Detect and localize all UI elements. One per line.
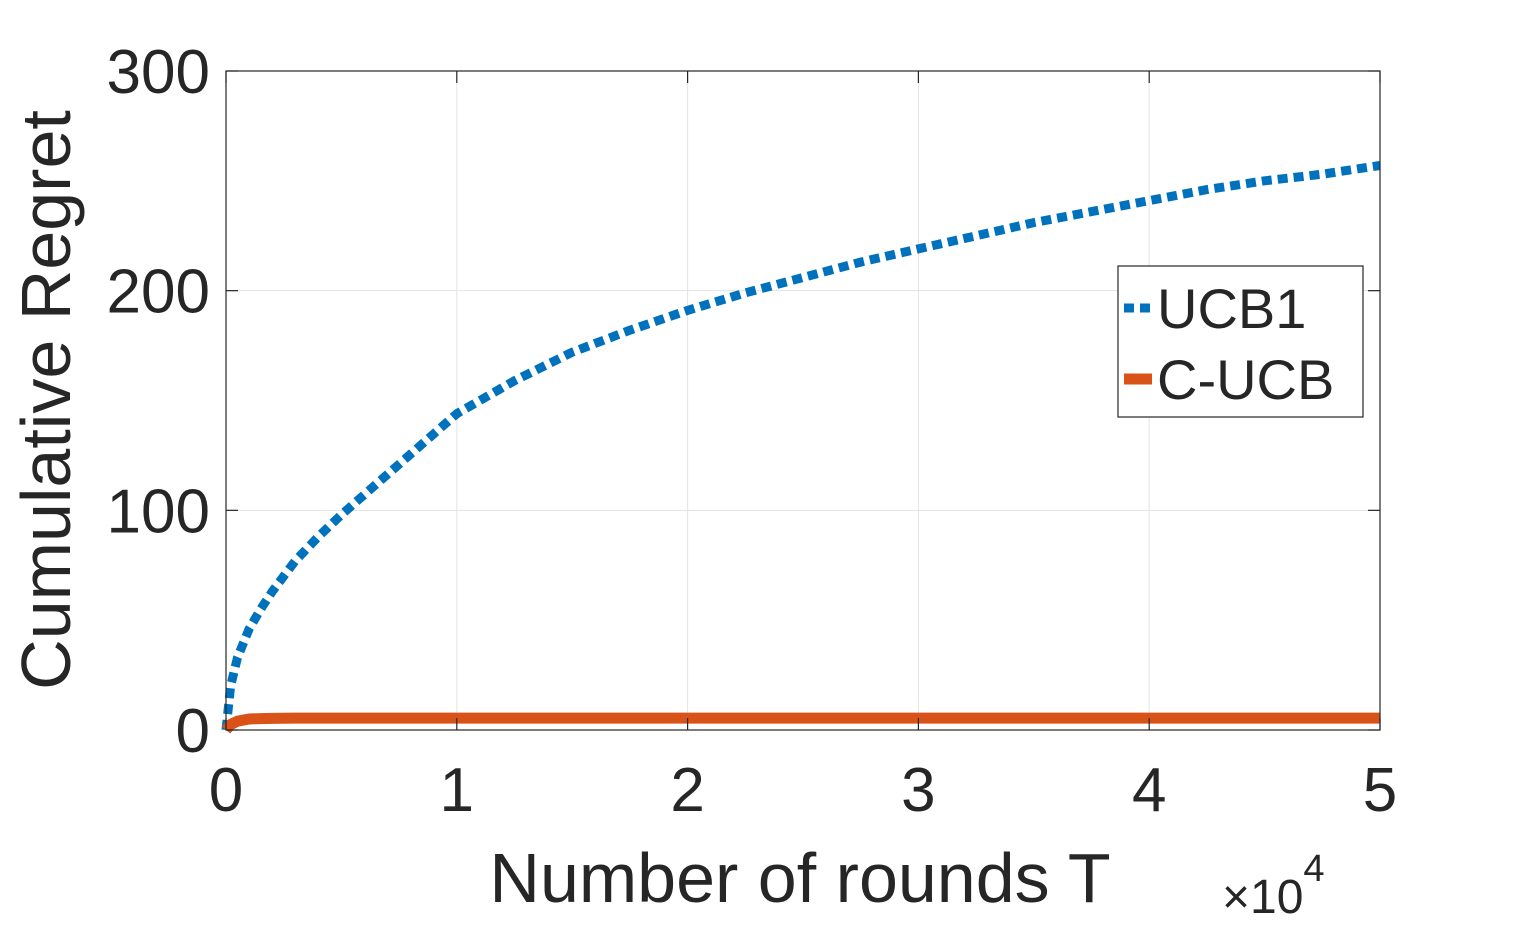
legend-box — [1117, 265, 1364, 418]
series-layer — [221, 161, 1381, 734]
x-tick-labels: 0 1 2 3 4 5 — [209, 756, 1397, 825]
legend-label-ucb1: UCB1 — [1157, 277, 1306, 340]
x-tick-label: 4 — [1132, 756, 1166, 825]
y-axis-label: Cumulative Regret — [7, 110, 85, 690]
series-line-c-ucb — [221, 712, 1380, 734]
x-multiplier-exponent: 4 — [1303, 848, 1324, 890]
x-multiplier-base: ×10 — [1222, 871, 1303, 924]
x-tick-label: 5 — [1363, 756, 1397, 825]
x-tick-label: 1 — [440, 756, 474, 825]
y-tick-labels: 0 100 200 300 — [107, 38, 210, 766]
legend: UCB1 C-UCB — [1117, 265, 1364, 418]
y-tick-label: 100 — [107, 477, 210, 546]
ticks — [225, 70, 1381, 731]
y-tick-label: 300 — [107, 38, 210, 107]
x-axis-label: Number of rounds T — [489, 839, 1110, 917]
y-tick-label: 0 — [176, 697, 210, 766]
y-tick-label: 200 — [107, 258, 210, 327]
x-tick-label: 3 — [901, 756, 935, 825]
series-line-ucb1 — [221, 161, 1381, 731]
x-multiplier: ×104 — [1222, 848, 1325, 924]
legend-label-c-ucb: C-UCB — [1157, 348, 1334, 411]
plot-area-frame — [225, 70, 1381, 731]
x-tick-label: 0 — [209, 756, 243, 825]
x-tick-label: 2 — [670, 756, 704, 825]
